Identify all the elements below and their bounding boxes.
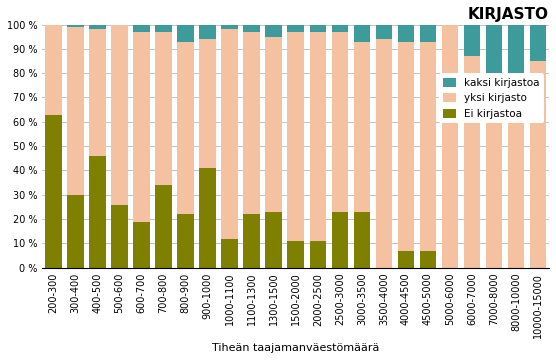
- Bar: [244, 24, 260, 32]
- Bar: [486, 24, 502, 73]
- Bar: [90, 24, 106, 30]
- Bar: [67, 195, 84, 268]
- Bar: [45, 24, 62, 114]
- Bar: [177, 24, 194, 41]
- Bar: [177, 41, 194, 214]
- Bar: [177, 214, 194, 268]
- Bar: [67, 24, 84, 27]
- Bar: [67, 27, 84, 195]
- Text: KIRJASTO: KIRJASTO: [468, 7, 549, 22]
- Bar: [376, 24, 392, 39]
- Bar: [354, 24, 370, 41]
- Bar: [508, 24, 524, 73]
- Bar: [441, 24, 458, 268]
- Bar: [45, 114, 62, 268]
- Bar: [265, 24, 282, 37]
- Bar: [265, 37, 282, 212]
- Bar: [486, 73, 502, 268]
- X-axis label: Tiheän taajamanväestömäärä: Tiheän taajamanväestömäärä: [212, 343, 379, 353]
- Bar: [530, 61, 547, 268]
- Bar: [155, 185, 172, 268]
- Bar: [90, 30, 106, 156]
- Bar: [508, 73, 524, 268]
- Bar: [331, 24, 348, 32]
- Bar: [310, 24, 326, 32]
- Bar: [287, 241, 304, 268]
- Bar: [244, 214, 260, 268]
- Bar: [155, 24, 172, 32]
- Bar: [331, 212, 348, 268]
- Legend: kaksi kirjastoa, yksi kirjasto, Ei kirjastoa: kaksi kirjastoa, yksi kirjasto, Ei kirja…: [439, 73, 544, 123]
- Bar: [200, 168, 216, 268]
- Bar: [221, 30, 238, 239]
- Bar: [287, 32, 304, 241]
- Bar: [155, 32, 172, 185]
- Bar: [398, 24, 414, 41]
- Bar: [221, 24, 238, 30]
- Bar: [244, 32, 260, 214]
- Bar: [530, 24, 547, 61]
- Bar: [354, 212, 370, 268]
- Bar: [464, 56, 480, 268]
- Bar: [420, 41, 436, 251]
- Bar: [133, 221, 150, 268]
- Bar: [354, 41, 370, 212]
- Bar: [398, 41, 414, 251]
- Bar: [200, 24, 216, 39]
- Bar: [310, 241, 326, 268]
- Bar: [200, 39, 216, 168]
- Bar: [398, 251, 414, 268]
- Bar: [420, 24, 436, 41]
- Bar: [265, 212, 282, 268]
- Bar: [464, 24, 480, 56]
- Bar: [90, 156, 106, 268]
- Bar: [310, 32, 326, 241]
- Bar: [111, 204, 128, 268]
- Bar: [221, 239, 238, 268]
- Bar: [420, 251, 436, 268]
- Bar: [133, 32, 150, 221]
- Bar: [376, 39, 392, 268]
- Bar: [111, 24, 128, 204]
- Bar: [133, 24, 150, 32]
- Bar: [287, 24, 304, 32]
- Bar: [331, 32, 348, 212]
